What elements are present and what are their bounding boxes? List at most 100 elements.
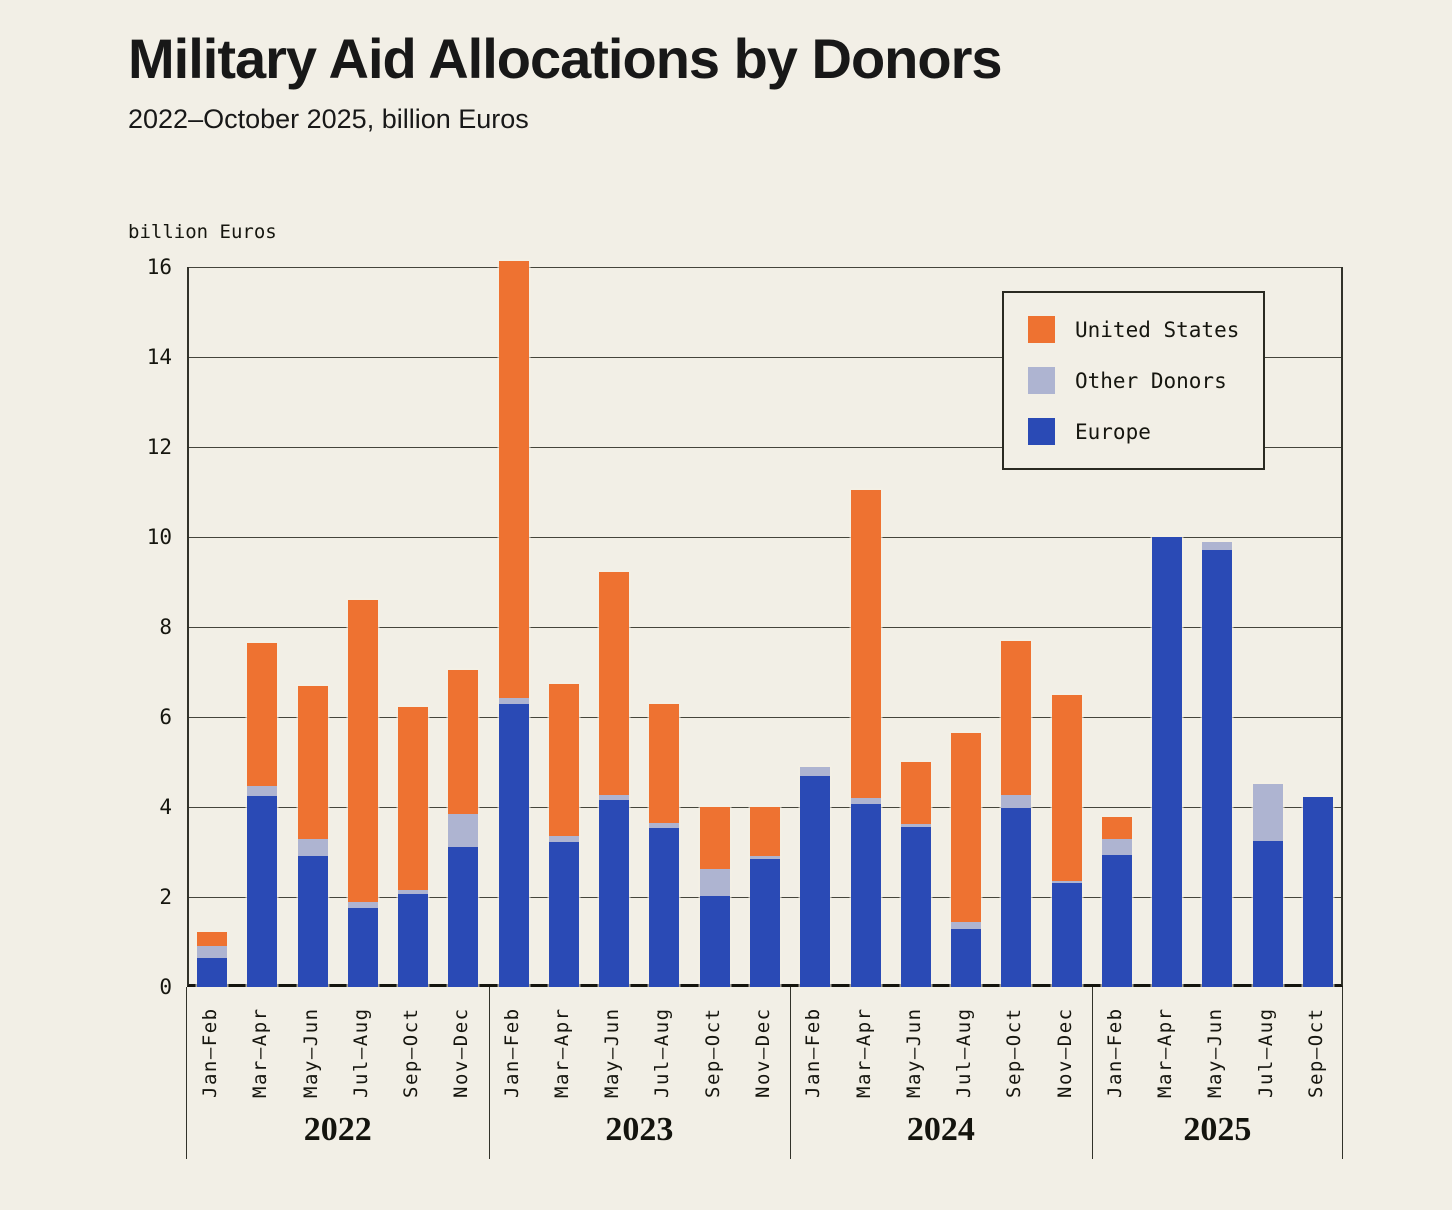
x-tick-label-2022-may-jun: May–Jun — [299, 1007, 322, 1099]
year-separator-after-2024 — [1091, 987, 1093, 1159]
bar-segment-other-donors-2023-mar-apr — [548, 835, 579, 842]
bar-segment-united-states-2024-nov-dec — [1051, 695, 1082, 882]
bar-segment-europe-2022-mar-apr — [247, 795, 278, 987]
bar-segment-europe-2024-nov-dec — [1051, 882, 1082, 987]
x-tick-label-2024-nov-dec: Nov–Dec — [1053, 1007, 1076, 1099]
year-label-2022: 2022 — [303, 1111, 372, 1148]
x-tick-label-2024-jan-feb: Jan–Feb — [802, 1007, 825, 1099]
gridline-12 — [187, 447, 1343, 448]
bar-segment-europe-2023-may-jun — [599, 799, 630, 987]
y-tick-label-16: 16 — [146, 255, 172, 279]
y-tick-label-6: 6 — [159, 705, 172, 729]
bar-segment-europe-2022-may-jun — [297, 855, 328, 987]
year-label-2024: 2024 — [906, 1111, 975, 1148]
x-tick-label-2025-sep-oct: Sep–Oct — [1304, 1007, 1327, 1099]
gridline-10 — [187, 537, 1343, 538]
bar-segment-other-donors-2023-nov-dec — [750, 856, 780, 859]
bar-segment-united-states-2022-sep-oct — [398, 706, 429, 891]
y-tick-label-0: 0 — [159, 975, 172, 999]
x-tick-label-2022-jan-feb: Jan–Feb — [199, 1007, 222, 1099]
bar-segment-europe-2025-may-jun — [1202, 549, 1233, 987]
bar-2023-may-jun — [599, 572, 630, 987]
page-subtitle: 2022–October 2025, billion Euros — [128, 104, 529, 134]
bar-2022-sep-oct — [398, 706, 429, 987]
bar-segment-europe-2023-jan-feb — [498, 704, 529, 987]
bar-segment-europe-2022-jul-aug — [347, 907, 378, 987]
bar-segment-other-donors-2024-jul-aug — [951, 922, 982, 929]
y-tick-label-10: 10 — [146, 525, 172, 549]
legend-label-united-states: United States — [1075, 317, 1240, 342]
bar-segment-europe-2023-sep-oct — [699, 895, 730, 987]
year-separator-after-2022 — [488, 987, 490, 1159]
bar-segment-europe-2023-mar-apr — [548, 841, 579, 987]
gridline-16 — [187, 267, 1343, 268]
bar-2024-jan-feb — [800, 767, 831, 987]
bar-2024-sep-oct — [1001, 640, 1032, 987]
x-tick-label-2025-may-jun: May–Jun — [1204, 1007, 1227, 1099]
bar-2023-jul-aug — [649, 703, 680, 987]
bars-layer — [187, 261, 1343, 987]
bar-segment-other-donors-2024-mar-apr — [850, 798, 881, 805]
bar-segment-united-states-2024-may-jun — [900, 762, 931, 825]
bar-2025-jul-aug — [1252, 784, 1283, 987]
bar-segment-other-donors-2024-may-jun — [900, 824, 931, 827]
bar-segment-united-states-2023-jan-feb — [498, 261, 529, 698]
bar-2025-mar-apr — [1152, 536, 1183, 987]
bar-segment-europe-2023-nov-dec — [750, 858, 780, 987]
united-states-swatch-icon — [1028, 316, 1055, 343]
bar-segment-europe-2025-sep-oct — [1302, 796, 1333, 987]
bar-segment-other-donors-2022-may-jun — [297, 838, 328, 856]
bar-segment-other-donors-2025-jul-aug — [1252, 784, 1283, 841]
y-tick-label-4: 4 — [159, 795, 172, 819]
bar-segment-europe-2025-jan-feb — [1101, 855, 1132, 987]
bar-2023-nov-dec — [750, 806, 780, 987]
bar-segment-united-states-2022-jul-aug — [347, 599, 378, 902]
x-tick-label-2025-jul-aug: Jul–Aug — [1254, 1007, 1277, 1099]
bar-segment-united-states-2025-jan-feb — [1101, 816, 1132, 839]
year-separator-after-2025 — [1342, 987, 1343, 1159]
x-tick-label-2022-mar-apr: Mar–Apr — [249, 1007, 272, 1099]
bar-2024-nov-dec — [1051, 695, 1082, 987]
x-tick-label-2024-jul-aug: Jul–Aug — [953, 1007, 976, 1099]
y-tick-label-8: 8 — [159, 615, 172, 639]
bar-2022-mar-apr — [247, 642, 278, 987]
year-label-2023: 2023 — [605, 1111, 674, 1148]
x-tick-label-2023-jul-aug: Jul–Aug — [651, 1007, 674, 1099]
y-tick-label-12: 12 — [146, 435, 172, 459]
bar-segment-other-donors-2024-nov-dec — [1051, 881, 1082, 883]
gridline-14 — [187, 357, 1343, 358]
legend-label-europe: Europe — [1075, 419, 1151, 444]
gridline-8 — [187, 627, 1343, 628]
gridline-6 — [187, 717, 1343, 718]
y-tick-label-14: 14 — [146, 345, 172, 369]
bar-segment-other-donors-2022-mar-apr — [247, 785, 278, 796]
x-tick-label-2023-mar-apr: Mar–Apr — [550, 1007, 573, 1099]
page-title: Military Aid Allocations by Donors — [128, 27, 1003, 90]
bar-segment-united-states-2023-may-jun — [599, 572, 630, 795]
x-tick-label-2023-jan-feb: Jan–Feb — [500, 1007, 523, 1099]
bar-segment-europe-2024-mar-apr — [850, 804, 881, 987]
bar-segment-europe-2023-jul-aug — [649, 827, 680, 987]
legend: United States Other Donors Europe — [1002, 291, 1265, 470]
other-donors-swatch-icon — [1028, 367, 1055, 394]
x-tick-label-2022-jul-aug: Jul–Aug — [349, 1007, 372, 1099]
bar-segment-united-states-2023-jul-aug — [649, 703, 680, 824]
bar-2022-jul-aug — [347, 599, 378, 987]
bar-segment-europe-2025-mar-apr — [1152, 536, 1183, 987]
bar-segment-other-donors-2022-jul-aug — [347, 901, 378, 908]
bar-segment-united-states-2024-jul-aug — [951, 732, 982, 923]
bar-segment-europe-2024-jul-aug — [951, 928, 982, 987]
bar-segment-other-donors-2022-nov-dec — [448, 813, 479, 848]
bar-segment-united-states-2024-sep-oct — [1001, 640, 1032, 795]
bar-segment-europe-2022-nov-dec — [448, 847, 479, 987]
bar-segment-other-donors-2025-may-jun — [1202, 542, 1233, 550]
bar-segment-united-states-2023-sep-oct — [699, 806, 730, 869]
bar-segment-europe-2025-jul-aug — [1252, 840, 1283, 987]
bar-2025-may-jun — [1202, 542, 1233, 987]
bar-segment-other-donors-2022-sep-oct — [398, 890, 429, 894]
bar-segment-other-donors-2023-may-jun — [599, 794, 630, 800]
axis-separator-left — [186, 987, 187, 1159]
bar-segment-europe-2022-jan-feb — [197, 957, 228, 987]
bar-segment-europe-2024-sep-oct — [1001, 808, 1032, 987]
bar-segment-united-states-2023-nov-dec — [750, 806, 780, 857]
